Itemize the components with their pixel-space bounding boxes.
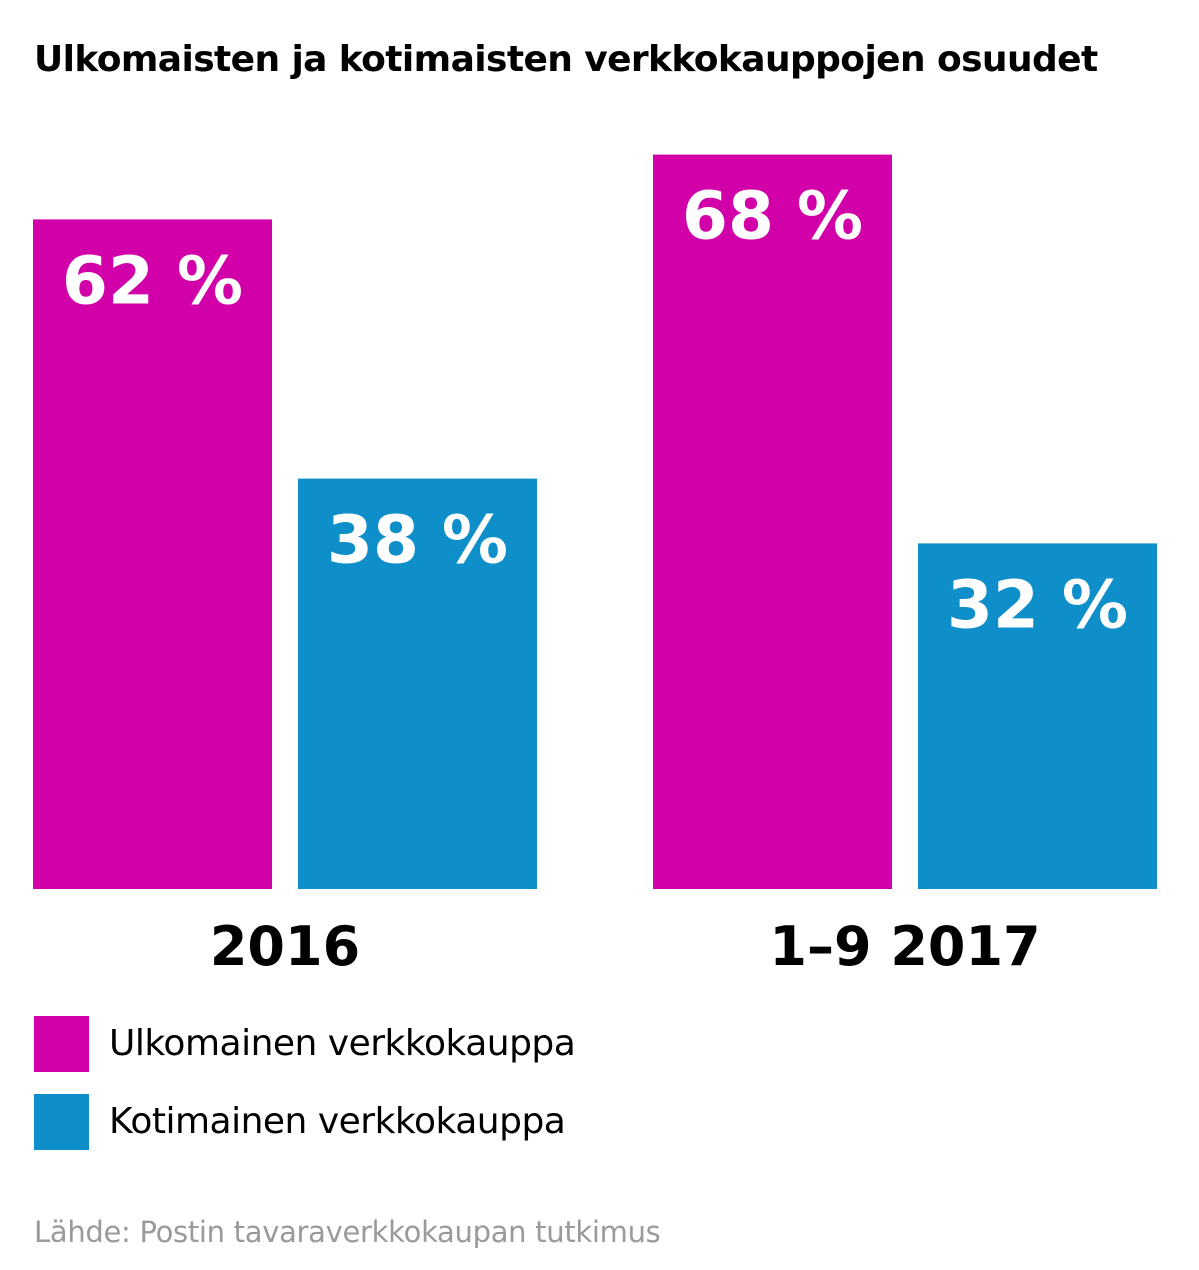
- bar-value-label-foreign-1: 68 %: [682, 178, 863, 255]
- bar-foreign-1: [653, 154, 892, 890]
- legend-label-foreign: Ulkomainen verkkokauppa: [109, 1023, 576, 1064]
- bar-value-label-domestic-1: 32 %: [947, 566, 1128, 643]
- chart-title: Ulkomaisten ja kotimaisten verkkokauppoj…: [34, 39, 1098, 80]
- legend-swatch-foreign: [34, 1016, 89, 1072]
- bar-chart: 62 % 38 % 2016 68 % 32 % 1–9 2017: [33, 154, 1157, 978]
- source-note: Lähde: Postin tavaraverkkokaupan tutkimu…: [34, 1215, 661, 1249]
- bar-value-label-foreign-0: 62 %: [62, 242, 243, 319]
- category-label-0: 2016: [210, 915, 360, 978]
- legend-label-domestic: Kotimainen verkkokauppa: [109, 1101, 566, 1142]
- bar-value-label-domestic-0: 38 %: [327, 502, 508, 579]
- legend: Ulkomainen verkkokauppa Kotimainen verkk…: [34, 1016, 576, 1172]
- category-label-1: 1–9 2017: [769, 915, 1040, 978]
- legend-item-foreign: Ulkomainen verkkokauppa: [34, 1016, 576, 1072]
- legend-swatch-domestic: [34, 1094, 89, 1150]
- legend-item-domestic: Kotimainen verkkokauppa: [34, 1094, 575, 1150]
- bar-domestic-1: [918, 543, 1157, 889]
- bar-foreign-0: [33, 219, 272, 889]
- bar-domestic-0: [298, 478, 537, 889]
